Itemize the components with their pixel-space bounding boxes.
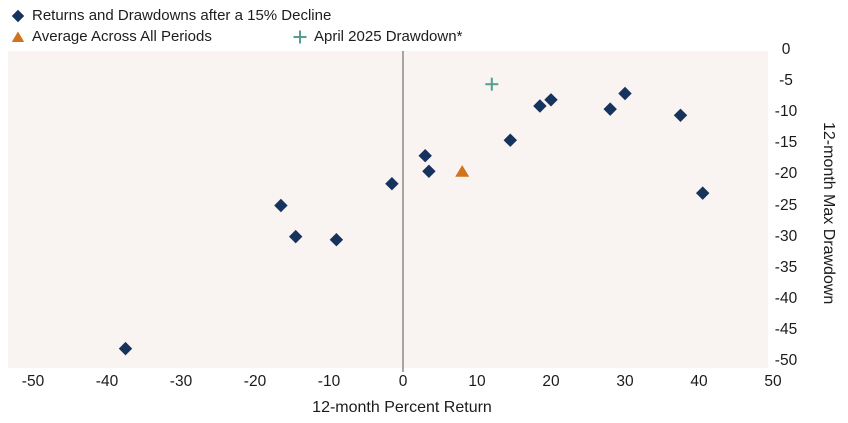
y-tick-label: -10 <box>774 103 798 121</box>
x-tick-label: -20 <box>243 373 267 390</box>
legend-item-april-2025: April 2025 Drawdown* <box>292 26 462 47</box>
y-tick-label: -45 <box>774 320 798 338</box>
x-tick-label: -30 <box>169 373 193 390</box>
plus-legend-icon <box>292 29 308 45</box>
chart-legend: Returns and Drawdowns after a 15% Declin… <box>10 5 462 47</box>
diamond-legend-icon <box>10 8 26 24</box>
legend-item-returns: Returns and Drawdowns after a 15% Declin… <box>10 5 331 26</box>
x-tick-label: -50 <box>21 373 45 390</box>
x-tick-label: 40 <box>690 373 708 390</box>
x-tick-label: 20 <box>542 373 560 390</box>
legend-label-returns: Returns and Drawdowns after a 15% Declin… <box>32 7 332 24</box>
y-tick-label: 0 <box>781 41 791 58</box>
y-tick-label: -20 <box>774 165 798 183</box>
triangle-legend-icon <box>10 29 26 45</box>
y-tick-label: -50 <box>774 352 798 369</box>
legend-item-average: Average Across All Periods <box>10 26 212 47</box>
y-tick-label: -35 <box>774 258 798 276</box>
legend-label-average: Average Across All Periods <box>32 28 212 45</box>
y-tick-label: -40 <box>774 289 798 307</box>
y-tick-label: -5 <box>779 72 793 90</box>
x-tick-label: 50 <box>764 373 782 390</box>
y-axis-title: 12-month Max Drawdown <box>820 122 837 305</box>
legend-label-april-2025: April 2025 Drawdown* <box>314 28 463 45</box>
x-tick-label: -40 <box>95 373 119 390</box>
y-tick-label: -15 <box>774 134 798 152</box>
legend-row-2: Average Across All Periods April 2025 Dr… <box>10 26 462 47</box>
x-tick-label: 30 <box>616 373 634 390</box>
x-axis-title: 12-month Percent Return <box>312 399 492 416</box>
x-tick-label: 10 <box>468 373 486 390</box>
x-tick-label: -10 <box>317 373 341 390</box>
legend-row-1: Returns and Drawdowns after a 15% Declin… <box>10 5 331 26</box>
plot-area <box>8 51 768 368</box>
y-tick-label: -25 <box>774 196 798 214</box>
x-tick-label: 0 <box>398 373 408 390</box>
y-tick-label: -30 <box>774 227 798 245</box>
